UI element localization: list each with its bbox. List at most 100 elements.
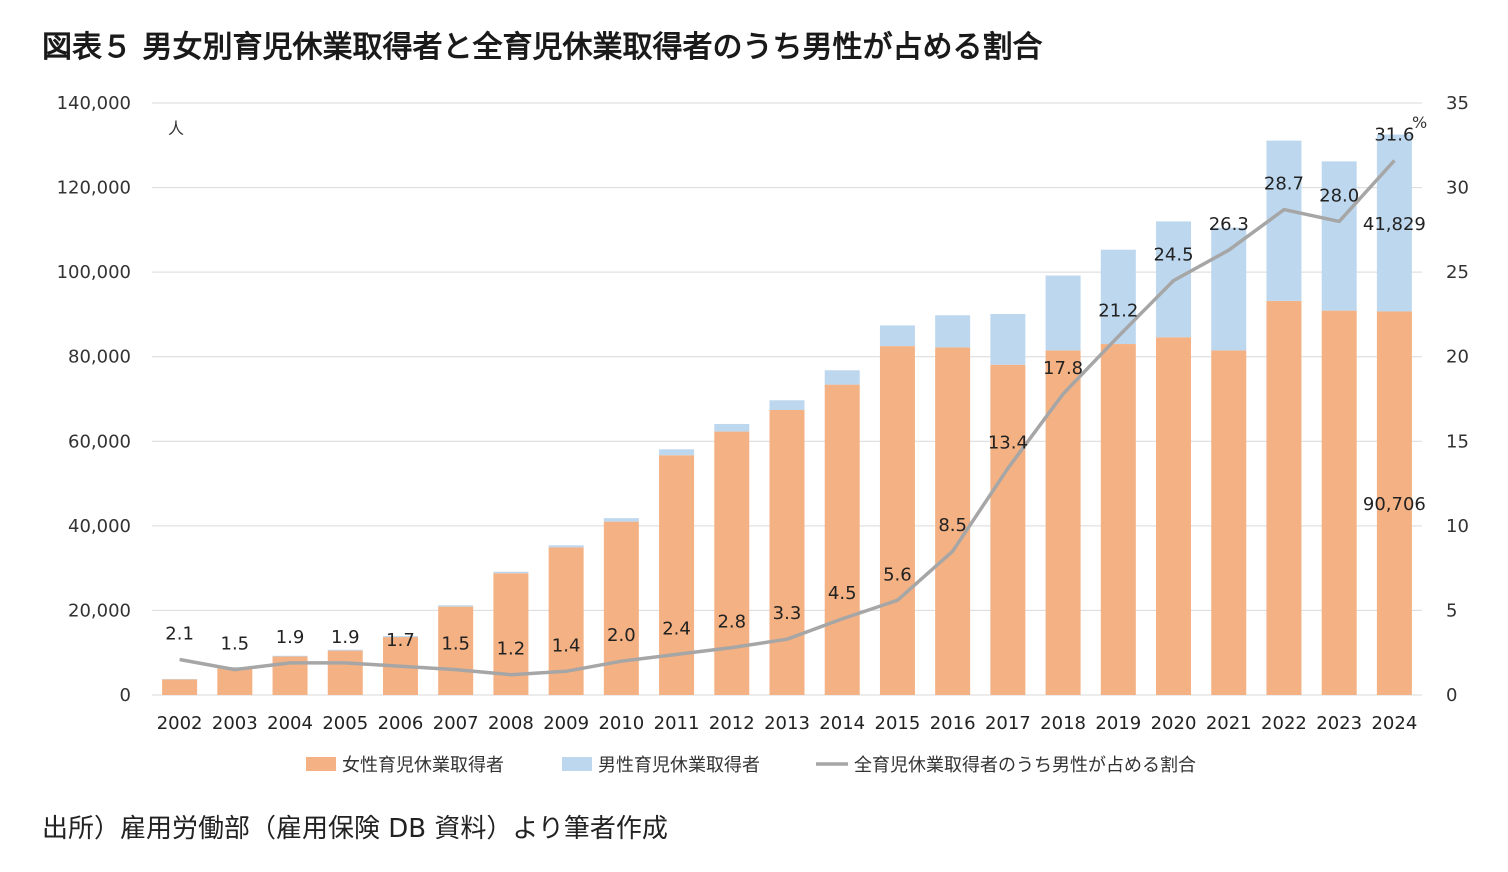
- ratio-label: 1.7: [386, 630, 415, 651]
- left-axis-unit: 人: [168, 119, 184, 138]
- x-tick-label: 2023: [1316, 713, 1362, 734]
- bar-male: [1266, 140, 1302, 301]
- x-tick-label: 2003: [212, 713, 258, 734]
- x-tick-label: 2011: [654, 713, 700, 734]
- x-tick-label: 2022: [1261, 713, 1307, 734]
- x-tick-label: 2007: [433, 713, 479, 734]
- x-axis-ticks: 2002 2003 2004 2005 2006 2007 2008 2009 2010 2011…: [157, 713, 1418, 734]
- bar-female: [327, 650, 363, 695]
- bar-male: [935, 315, 971, 348]
- x-tick-label: 2018: [1040, 713, 1086, 734]
- legend-label-line: 全育児休業取得者のうち男性が占める割合: [854, 755, 1196, 776]
- bar-female: [493, 573, 529, 695]
- x-tick-label: 2012: [709, 713, 755, 734]
- bar-male: [714, 423, 750, 432]
- left-tick-label: 140,000: [57, 93, 131, 114]
- bar-male: [824, 370, 860, 385]
- bar-male: [548, 545, 584, 548]
- x-tick-label: 2014: [819, 713, 865, 734]
- ratio-label: 1.9: [276, 627, 305, 648]
- x-tick-label: 2017: [985, 713, 1031, 734]
- chart-svg: 0 20,000 40,000 60,000 80,000 100,000 120,000 1…: [57, 93, 1469, 776]
- x-tick-label: 2010: [598, 713, 644, 734]
- ratio-label: 2.0: [607, 625, 636, 646]
- ratio-label: 2.1: [165, 623, 194, 644]
- ratio-label: 26.3: [1209, 214, 1249, 235]
- bar-male: [1211, 227, 1247, 351]
- bar-male: [1321, 161, 1357, 311]
- legend-swatch-male: [562, 757, 592, 771]
- x-tick-label: 2019: [1095, 713, 1141, 734]
- right-tick-label: 15: [1446, 431, 1469, 452]
- right-tick-label: 10: [1446, 516, 1469, 537]
- x-tick-label: 2008: [488, 713, 534, 734]
- right-tick-label: 5: [1446, 600, 1457, 621]
- left-tick-label: 20,000: [68, 600, 131, 621]
- right-tick-label: 0: [1446, 685, 1457, 706]
- x-tick-label: 2004: [267, 713, 313, 734]
- bar-male: [272, 655, 308, 657]
- bar-male: [382, 636, 418, 638]
- ratio-label: 24.5: [1153, 245, 1193, 266]
- bar-male: [1376, 134, 1412, 312]
- bar-male: [1100, 249, 1136, 345]
- left-tick-label: 0: [120, 685, 131, 706]
- x-tick-label: 2016: [930, 713, 976, 734]
- x-tick-label: 2020: [1151, 713, 1197, 734]
- bar-male: [769, 400, 805, 410]
- right-tick-label: 25: [1446, 262, 1469, 283]
- bar-female: [438, 606, 474, 695]
- right-tick-label: 20: [1446, 347, 1469, 368]
- chart-title: 図表５ 男女別育児休業取得者と全育児休業取得者のうち男性が占める割合: [42, 30, 1043, 65]
- bar-female: [1266, 300, 1302, 695]
- bar-female: [1156, 337, 1192, 695]
- bar-female: [603, 521, 639, 695]
- bar-female: [217, 667, 253, 695]
- x-tick-label: 2013: [764, 713, 810, 734]
- right-tick-label: 35: [1446, 93, 1469, 114]
- left-tick-label: 120,000: [57, 178, 131, 199]
- ratio-label: 31.6: [1374, 125, 1414, 146]
- right-axis-ticks: 0 5 10 15 20 25 30 35: [1446, 93, 1469, 706]
- legend: 女性育児休業取得者 男性育児休業取得者 全育児休業取得者のうち男性が占める割合: [306, 755, 1196, 776]
- x-tick-label: 2015: [875, 713, 921, 734]
- bar-female: [1321, 310, 1357, 695]
- right-tick-label: 30: [1446, 178, 1469, 199]
- left-tick-label: 80,000: [68, 347, 131, 368]
- left-tick-label: 60,000: [68, 431, 131, 452]
- ratio-label: 1.5: [441, 634, 470, 655]
- x-tick-label: 2009: [543, 713, 589, 734]
- ratio-label: 28.7: [1264, 174, 1304, 195]
- bar-female: [1211, 350, 1247, 695]
- ratio-label: 5.6: [883, 564, 912, 585]
- ratio-label: 1.9: [331, 627, 360, 648]
- bar-female: [879, 346, 915, 695]
- x-tick-label: 2002: [157, 713, 203, 734]
- ratio-label: 1.5: [221, 634, 250, 655]
- bar-male: [603, 518, 639, 522]
- value-label-male-2024: 41,829: [1363, 214, 1426, 235]
- ratio-label: 28.0: [1319, 185, 1359, 206]
- bar-male: [659, 449, 695, 456]
- bar-female: [1376, 311, 1412, 695]
- bar-male: [990, 314, 1026, 365]
- ratio-label: 1.4: [552, 635, 581, 656]
- bar-female: [714, 431, 750, 695]
- ratio-label: 1.2: [497, 639, 526, 660]
- ratio-label: 3.3: [773, 603, 802, 624]
- legend-label-male: 男性育児休業取得者: [598, 755, 760, 776]
- right-axis-unit: %: [1412, 113, 1427, 132]
- bar-female: [769, 409, 805, 695]
- legend-swatch-female: [306, 757, 336, 771]
- bar-female: [935, 347, 971, 695]
- bar-female: [990, 364, 1026, 695]
- value-labels: 41,829 90,706: [1363, 214, 1426, 515]
- bar-female: [824, 384, 860, 695]
- ratio-label: 2.8: [717, 612, 746, 633]
- bar-female: [162, 679, 198, 695]
- left-tick-label: 100,000: [57, 262, 131, 283]
- ratio-line-path: [179, 159, 1396, 677]
- bar-male: [1045, 275, 1081, 351]
- x-tick-label: 2005: [322, 713, 368, 734]
- ratio-label: 2.4: [662, 618, 691, 639]
